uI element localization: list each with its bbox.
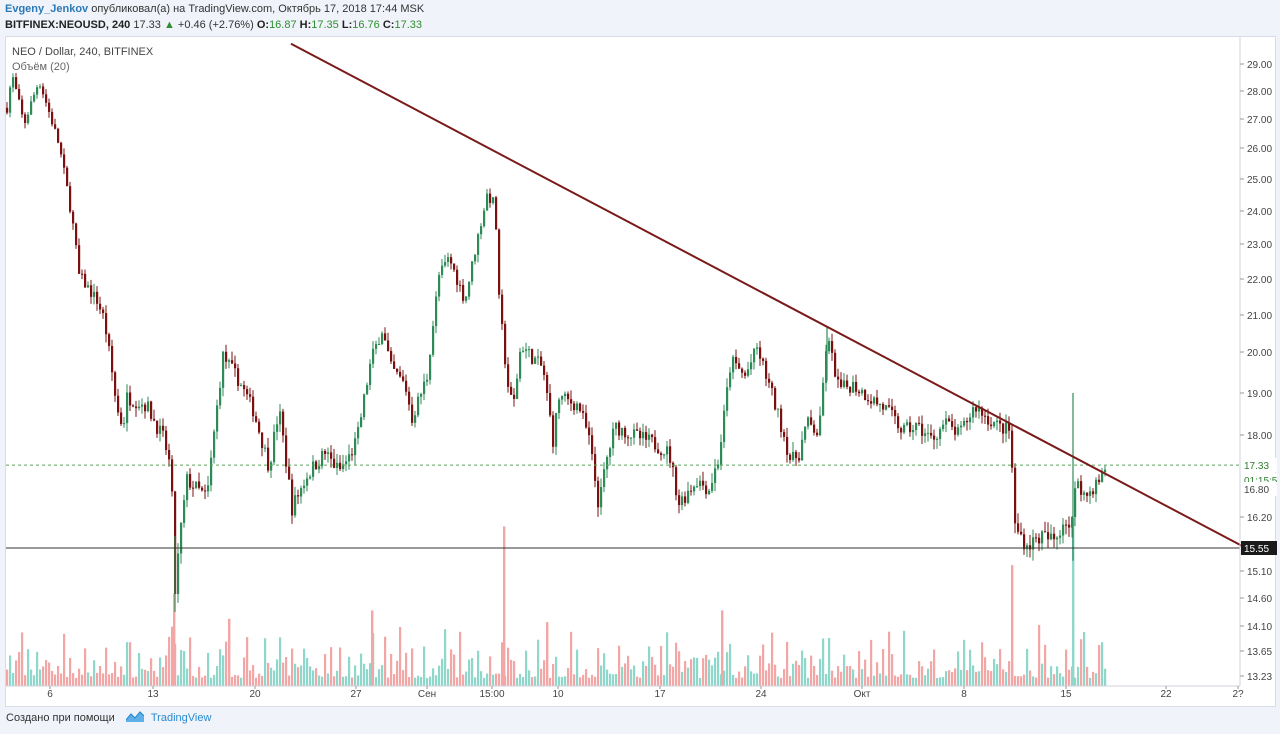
low-value: 16.76 bbox=[352, 19, 380, 31]
author-link[interactable]: Evgeny_Jenkov bbox=[5, 3, 89, 15]
tradingview-logo-icon bbox=[125, 711, 145, 725]
created-with-text: Создано при помощи bbox=[6, 711, 115, 724]
high-value: 17.35 bbox=[311, 19, 339, 31]
publish-info: Evgeny_Jenkov опубликовал(а) на TradingV… bbox=[5, 3, 424, 15]
published-text: опубликовал(а) на TradingView.com, Октяб… bbox=[91, 3, 425, 15]
low-label: L: bbox=[341, 19, 353, 31]
symbol-info: BITFINEX:NEOUSD, 240 17.33 ▲ +0.46 (+2.7… bbox=[5, 19, 422, 31]
legend-volume: Объём (20) bbox=[12, 61, 70, 73]
up-arrow-icon: ▲ bbox=[163, 19, 175, 31]
legend-title: NEO / Dollar, 240, BITFINEX bbox=[12, 46, 154, 58]
change-value: +0.46 (+2.76%) bbox=[177, 19, 254, 31]
chart-legend: NEO / Dollar, 240, BITFINEX Объём (20) bbox=[12, 45, 153, 75]
footer: Создано при помощи TradingView bbox=[6, 711, 211, 725]
chart-frame[interactable] bbox=[5, 36, 1276, 707]
symbol-label: BITFINEX:NEOUSD, 240 bbox=[5, 19, 131, 31]
open-value: 16.87 bbox=[269, 19, 297, 31]
close-label: C: bbox=[382, 19, 395, 31]
tradingview-link[interactable]: TradingView bbox=[150, 711, 212, 724]
open-label: O: bbox=[256, 19, 270, 31]
high-label: H: bbox=[299, 19, 312, 31]
close-value: 17.33 bbox=[394, 19, 422, 31]
last-price-value: 17.33 bbox=[133, 19, 161, 31]
